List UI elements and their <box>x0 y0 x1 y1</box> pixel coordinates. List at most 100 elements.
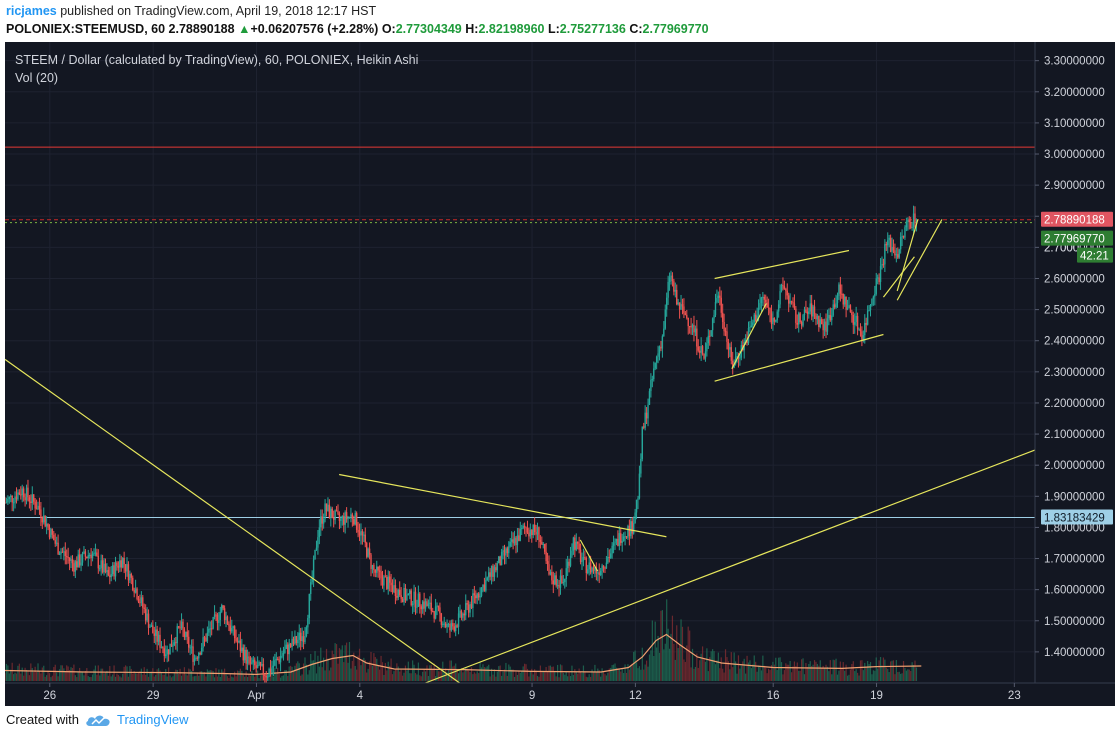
volume-bar <box>841 668 843 681</box>
volume-bar <box>908 669 910 681</box>
volume-bar <box>241 670 243 681</box>
volume-bar <box>831 674 833 681</box>
candle-body <box>902 235 905 238</box>
candle-body <box>683 306 685 314</box>
volume-bar <box>574 669 576 681</box>
volume-bar <box>525 664 527 681</box>
candle-body <box>58 554 61 556</box>
candle-body <box>116 562 118 567</box>
volume-bar <box>633 651 635 681</box>
volume-bar <box>612 664 615 681</box>
volume-bar <box>610 667 612 681</box>
candle-body <box>109 575 111 578</box>
volume-bar <box>347 662 349 681</box>
volume-bar <box>575 671 577 681</box>
candle-body <box>155 629 157 636</box>
volume-bar <box>818 665 820 681</box>
volume-bar <box>335 644 338 681</box>
candle-body <box>175 642 177 644</box>
volume-bar <box>160 672 163 681</box>
close-price-label-bg <box>1041 230 1113 246</box>
candle-body <box>861 331 863 340</box>
volume-bar <box>103 673 105 681</box>
candle-body <box>373 564 375 571</box>
candle-body <box>218 619 220 623</box>
candle-body <box>417 593 420 607</box>
volume-bar <box>368 661 371 681</box>
candle-body <box>5 502 6 504</box>
volume-bar <box>579 671 582 681</box>
price-axis-background[interactable] <box>1035 42 1115 683</box>
volume-bar <box>529 671 531 681</box>
volume-bar <box>802 658 804 681</box>
time-axis-background[interactable] <box>5 683 1115 706</box>
candle-body <box>477 593 480 598</box>
candle-body <box>31 494 33 503</box>
candle-body <box>193 658 196 662</box>
candle-body <box>380 571 382 579</box>
volume-bar <box>519 672 521 681</box>
candle-body <box>891 246 893 252</box>
volume-bar <box>73 664 75 681</box>
volume-bar <box>33 672 35 681</box>
candle-body <box>602 565 605 569</box>
trendlines[interactable] <box>5 219 1053 684</box>
candle-body <box>304 635 306 642</box>
last-price: 2.78890188 <box>168 22 235 36</box>
price-chart[interactable]: 3.30000000 3.20000000 3.10000000 3.00000000… <box>5 42 1115 706</box>
author-link[interactable]: ricjames <box>6 4 57 18</box>
candle-body <box>366 542 368 557</box>
volume-bar <box>572 674 574 681</box>
volume-bar <box>780 662 783 681</box>
volume-bar <box>301 674 303 681</box>
volume-bar <box>839 661 841 681</box>
volume-bar <box>272 676 275 681</box>
candle-body <box>343 516 345 525</box>
candle-body <box>545 551 547 562</box>
volume-bar <box>137 672 140 681</box>
candle-body <box>696 328 698 347</box>
candle-body <box>766 302 768 308</box>
volume-bar <box>314 651 316 681</box>
volume-bar <box>455 663 457 681</box>
volume-bar <box>664 643 666 681</box>
candle-body <box>909 222 912 228</box>
candle-body <box>842 293 844 305</box>
tradingview-link[interactable]: TradingView <box>116 712 189 727</box>
candle-body <box>701 346 704 354</box>
candle-body <box>86 556 88 559</box>
volume-bar <box>722 668 724 681</box>
candle-body <box>690 326 692 328</box>
volume-bar <box>384 662 386 681</box>
volume-bar <box>829 660 831 681</box>
trendline-long-downtrend <box>5 358 461 684</box>
candle-body <box>208 628 210 633</box>
candle-body <box>289 643 292 648</box>
volume-bar <box>696 653 698 681</box>
volume-bar <box>627 664 629 681</box>
volume-bar <box>855 669 857 681</box>
volume-bar <box>811 666 813 681</box>
volume-bar <box>838 670 840 681</box>
volume-bar <box>406 670 408 681</box>
volume-bar <box>658 652 661 681</box>
volume-bar <box>340 649 342 681</box>
candle-body <box>704 351 707 359</box>
candle-body <box>858 329 860 331</box>
volume-bar <box>470 667 473 681</box>
candle-body <box>55 542 58 544</box>
candle-body <box>126 564 128 572</box>
volume-bar <box>724 649 727 681</box>
candle-body <box>371 564 374 569</box>
candle-body <box>354 513 356 525</box>
candle-body <box>548 564 550 575</box>
volume-bar <box>146 668 148 681</box>
volume-bar <box>132 673 134 681</box>
candle-body <box>693 324 695 333</box>
volume-bar <box>803 674 806 681</box>
volume-bar <box>756 671 758 681</box>
volume-bar <box>209 670 211 681</box>
low-value: 2.75277136 <box>559 22 626 36</box>
volume-bar <box>136 673 138 681</box>
candle-body <box>150 625 153 627</box>
